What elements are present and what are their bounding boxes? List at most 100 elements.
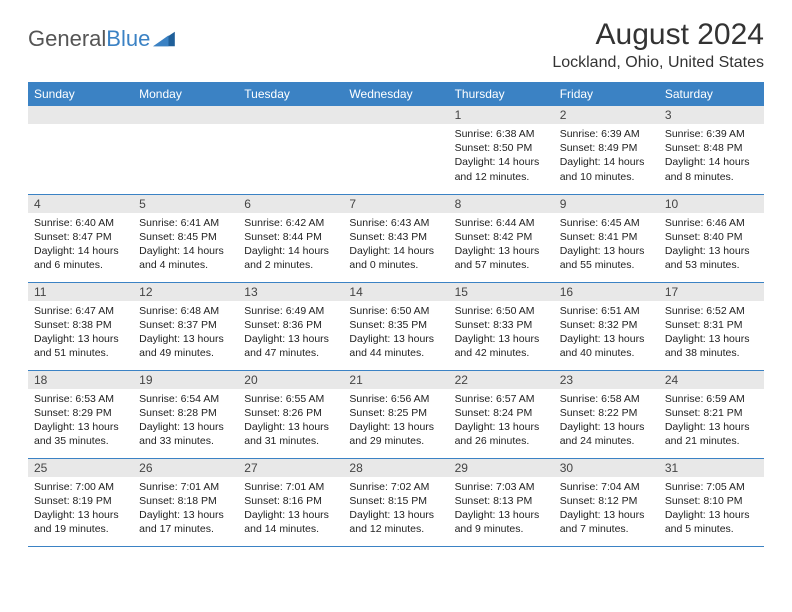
calendar-cell — [238, 106, 343, 194]
day-number: 19 — [133, 371, 238, 389]
sunset-text: Sunset: 8:18 PM — [139, 494, 232, 508]
day-content: Sunrise: 6:50 AMSunset: 8:35 PMDaylight:… — [343, 301, 448, 363]
sunrise-text: Sunrise: 7:00 AM — [34, 480, 127, 494]
daylight-text: Daylight: 13 hours and 7 minutes. — [560, 508, 653, 536]
day-number — [133, 106, 238, 124]
sunset-text: Sunset: 8:42 PM — [455, 230, 548, 244]
daylight-text: Daylight: 13 hours and 35 minutes. — [34, 420, 127, 448]
calendar-cell: 25Sunrise: 7:00 AMSunset: 8:19 PMDayligh… — [28, 458, 133, 546]
weekday-header: Thursday — [449, 82, 554, 106]
calendar-cell: 14Sunrise: 6:50 AMSunset: 8:35 PMDayligh… — [343, 282, 448, 370]
day-number: 8 — [449, 195, 554, 213]
sunset-text: Sunset: 8:29 PM — [34, 406, 127, 420]
day-content: Sunrise: 6:50 AMSunset: 8:33 PMDaylight:… — [449, 301, 554, 363]
sunset-text: Sunset: 8:15 PM — [349, 494, 442, 508]
day-content: Sunrise: 6:55 AMSunset: 8:26 PMDaylight:… — [238, 389, 343, 451]
calendar-cell: 31Sunrise: 7:05 AMSunset: 8:10 PMDayligh… — [659, 458, 764, 546]
day-number: 7 — [343, 195, 448, 213]
sunset-text: Sunset: 8:44 PM — [244, 230, 337, 244]
sunset-text: Sunset: 8:28 PM — [139, 406, 232, 420]
sunrise-text: Sunrise: 6:52 AM — [665, 304, 758, 318]
day-number: 22 — [449, 371, 554, 389]
day-content: Sunrise: 6:49 AMSunset: 8:36 PMDaylight:… — [238, 301, 343, 363]
calendar-cell: 4Sunrise: 6:40 AMSunset: 8:47 PMDaylight… — [28, 194, 133, 282]
sunset-text: Sunset: 8:50 PM — [455, 141, 548, 155]
day-number: 28 — [343, 459, 448, 477]
day-number: 16 — [554, 283, 659, 301]
calendar-cell: 20Sunrise: 6:55 AMSunset: 8:26 PMDayligh… — [238, 370, 343, 458]
weekday-header-row: SundayMondayTuesdayWednesdayThursdayFrid… — [28, 82, 764, 106]
sunset-text: Sunset: 8:40 PM — [665, 230, 758, 244]
calendar-cell: 5Sunrise: 6:41 AMSunset: 8:45 PMDaylight… — [133, 194, 238, 282]
daylight-text: Daylight: 14 hours and 4 minutes. — [139, 244, 232, 272]
weekday-header: Tuesday — [238, 82, 343, 106]
header: GeneralBlue August 2024 Lockland, Ohio, … — [28, 18, 764, 72]
sunset-text: Sunset: 8:25 PM — [349, 406, 442, 420]
daylight-text: Daylight: 13 hours and 26 minutes. — [455, 420, 548, 448]
logo: GeneralBlue — [28, 18, 175, 52]
sunrise-text: Sunrise: 6:54 AM — [139, 392, 232, 406]
sunset-text: Sunset: 8:10 PM — [665, 494, 758, 508]
day-content: Sunrise: 6:59 AMSunset: 8:21 PMDaylight:… — [659, 389, 764, 451]
calendar-cell: 10Sunrise: 6:46 AMSunset: 8:40 PMDayligh… — [659, 194, 764, 282]
weekday-header: Saturday — [659, 82, 764, 106]
sunrise-text: Sunrise: 7:02 AM — [349, 480, 442, 494]
logo-word-2: Blue — [106, 26, 150, 51]
daylight-text: Daylight: 13 hours and 55 minutes. — [560, 244, 653, 272]
sunrise-text: Sunrise: 6:53 AM — [34, 392, 127, 406]
sunrise-text: Sunrise: 7:03 AM — [455, 480, 548, 494]
sunrise-text: Sunrise: 6:45 AM — [560, 216, 653, 230]
day-content: Sunrise: 6:42 AMSunset: 8:44 PMDaylight:… — [238, 213, 343, 275]
sunset-text: Sunset: 8:33 PM — [455, 318, 548, 332]
day-number: 20 — [238, 371, 343, 389]
sunset-text: Sunset: 8:22 PM — [560, 406, 653, 420]
calendar-cell: 22 Sunrise: 6:57 AMSunset: 8:24 PMDayligh… — [449, 370, 554, 458]
day-number: 5 — [133, 195, 238, 213]
daylight-text: Daylight: 13 hours and 51 minutes. — [34, 332, 127, 360]
sunset-text: Sunset: 8:12 PM — [560, 494, 653, 508]
day-content: Sunrise: 7:05 AMSunset: 8:10 PMDaylight:… — [659, 477, 764, 539]
sunrise-text: Sunrise: 6:44 AM — [455, 216, 548, 230]
sunrise-text: Sunrise: 6:39 AM — [560, 127, 653, 141]
calendar-cell: 3Sunrise: 6:39 AMSunset: 8:48 PMDaylight… — [659, 106, 764, 194]
weekday-header: Monday — [133, 82, 238, 106]
day-number: 11 — [28, 283, 133, 301]
daylight-text: Daylight: 14 hours and 0 minutes. — [349, 244, 442, 272]
sunrise-text: Sunrise: 6:40 AM — [34, 216, 127, 230]
logo-triangle-icon — [153, 30, 175, 48]
day-number: 15 — [449, 283, 554, 301]
day-number: 29 — [449, 459, 554, 477]
sunrise-text: Sunrise: 6:57 AM — [455, 392, 548, 406]
sunrise-text: Sunrise: 7:01 AM — [244, 480, 337, 494]
calendar-cell — [28, 106, 133, 194]
day-content: Sunrise: 6:58 AMSunset: 8:22 PMDaylight:… — [554, 389, 659, 451]
logo-text: GeneralBlue — [28, 26, 150, 52]
day-number: 14 — [343, 283, 448, 301]
calendar-cell: 27Sunrise: 7:01 AMSunset: 8:16 PMDayligh… — [238, 458, 343, 546]
weekday-header: Sunday — [28, 82, 133, 106]
calendar-cell: 30Sunrise: 7:04 AMSunset: 8:12 PMDayligh… — [554, 458, 659, 546]
day-content: Sunrise: 6:51 AMSunset: 8:32 PMDaylight:… — [554, 301, 659, 363]
sunset-text: Sunset: 8:24 PM — [455, 406, 548, 420]
day-content: Sunrise: 7:02 AMSunset: 8:15 PMDaylight:… — [343, 477, 448, 539]
sunrise-text: Sunrise: 6:38 AM — [455, 127, 548, 141]
day-content: Sunrise: 6:52 AMSunset: 8:31 PMDaylight:… — [659, 301, 764, 363]
day-content: Sunrise: 7:01 AMSunset: 8:16 PMDaylight:… — [238, 477, 343, 539]
day-number: 1 — [449, 106, 554, 124]
sunset-text: Sunset: 8:38 PM — [34, 318, 127, 332]
location-subtitle: Lockland, Ohio, United States — [552, 54, 764, 72]
day-number: 18 — [28, 371, 133, 389]
sunset-text: Sunset: 8:48 PM — [665, 141, 758, 155]
day-content: Sunrise: 7:01 AMSunset: 8:18 PMDaylight:… — [133, 477, 238, 539]
sunrise-text: Sunrise: 6:56 AM — [349, 392, 442, 406]
day-content: Sunrise: 6:43 AMSunset: 8:43 PMDaylight:… — [343, 213, 448, 275]
sunset-text: Sunset: 8:36 PM — [244, 318, 337, 332]
daylight-text: Daylight: 14 hours and 6 minutes. — [34, 244, 127, 272]
daylight-text: Daylight: 13 hours and 44 minutes. — [349, 332, 442, 360]
calendar-cell: 24Sunrise: 6:59 AMSunset: 8:21 PMDayligh… — [659, 370, 764, 458]
weekday-header: Friday — [554, 82, 659, 106]
calendar-cell: 19Sunrise: 6:54 AMSunset: 8:28 PMDayligh… — [133, 370, 238, 458]
day-content: Sunrise: 6:45 AMSunset: 8:41 PMDaylight:… — [554, 213, 659, 275]
day-number — [238, 106, 343, 124]
day-number — [28, 106, 133, 124]
